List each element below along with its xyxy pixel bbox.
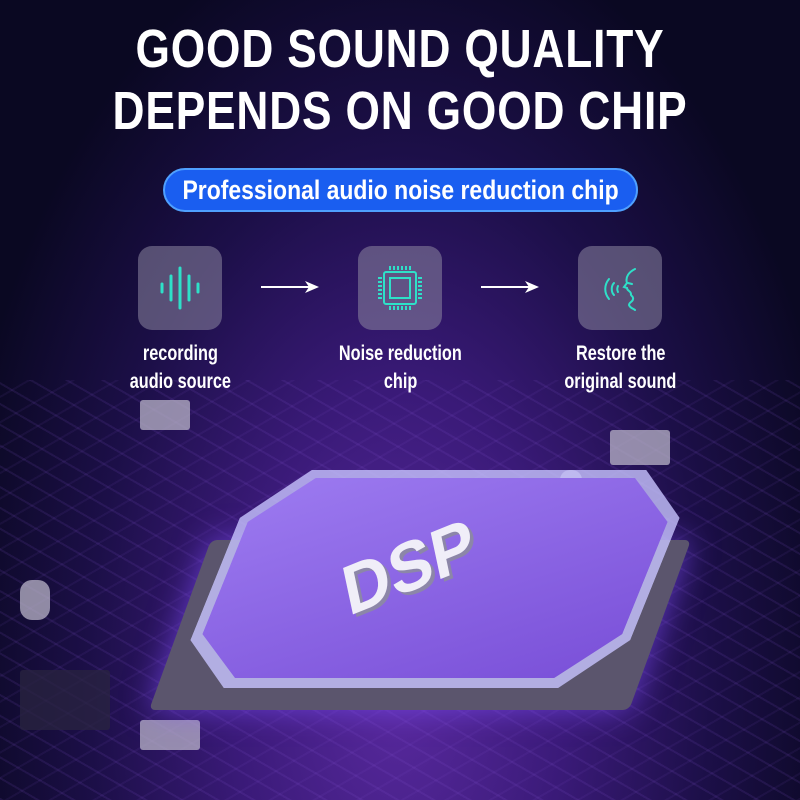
step-label-line: recording [142,342,218,365]
step-label-line: audio source [129,370,231,393]
headline: GOOD SOUND QUALITY DEPENDS ON GOOD CHIP [72,18,728,142]
step-label-chip: Noise reduction chip [310,340,490,396]
subtitle-pill: Professional audio noise reduction chip [163,168,638,212]
step-label-line: original sound [563,370,677,393]
headline-line-2: DEPENDS ON GOOD CHIP [112,81,688,141]
headline-line-1: GOOD SOUND QUALITY [135,19,665,79]
step-label-line: Restore the [575,342,665,365]
step-tile-restore [578,246,662,330]
step-tile-chip [358,246,442,330]
arrow-right-icon [481,281,539,293]
chip-icon [378,266,422,310]
step-label-line: chip [383,370,417,393]
step-tile-recording [138,246,222,330]
subtitle: Professional audio noise reduction chip [182,174,619,205]
arrow-right-icon [261,281,319,293]
sound-wave-icon [160,266,200,310]
speaking-face-icon [604,268,636,311]
step-label-recording: recording audio source [90,340,270,396]
step-label-restore: Restore the original sound [530,340,710,396]
step-label-line: Noise reduction [338,342,462,365]
